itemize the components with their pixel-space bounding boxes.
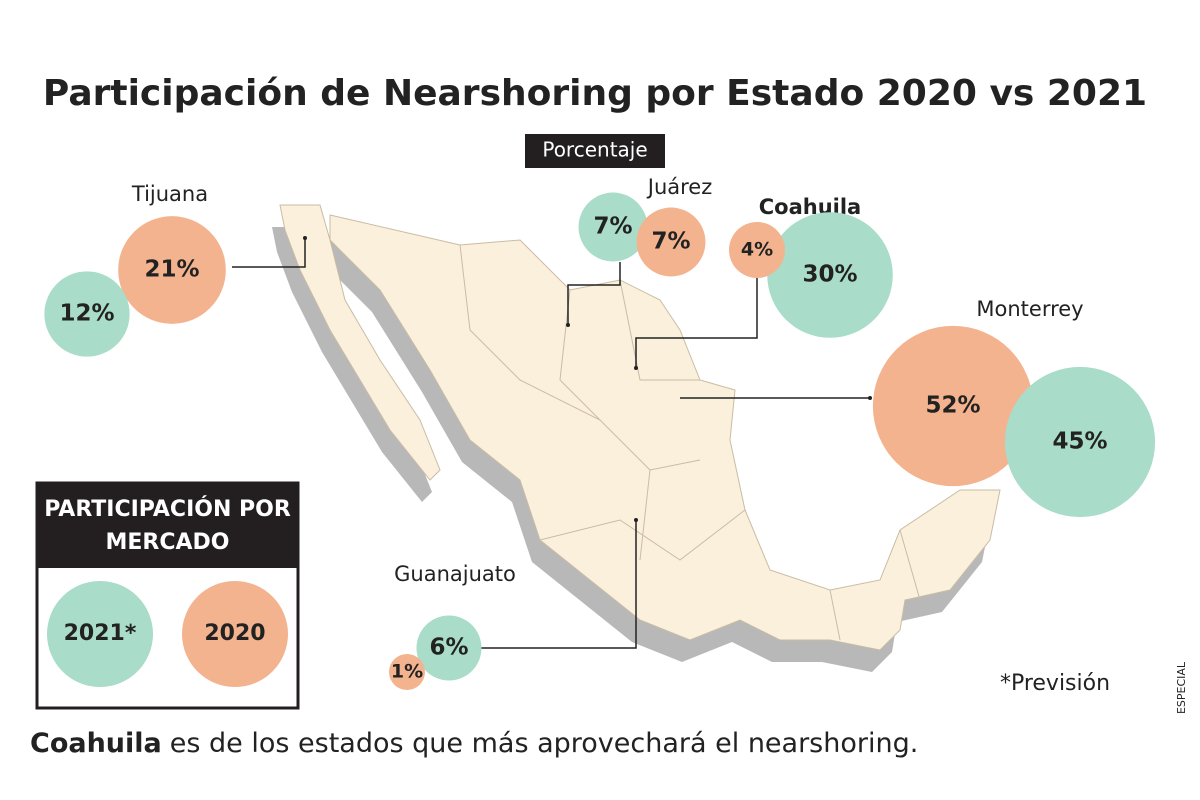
- bubble: [118, 216, 226, 324]
- bubble: [578, 192, 648, 262]
- bubble: [872, 325, 1034, 487]
- value-label: 6%: [429, 635, 468, 661]
- bubble: [1004, 366, 1156, 518]
- leader-line: [480, 520, 637, 649]
- bubble: [767, 212, 893, 338]
- chart-title: Participación de Nearshoring por Estado …: [43, 73, 1147, 114]
- city-label: Monterrey: [976, 297, 1083, 321]
- bubble: [416, 615, 482, 681]
- legend-swatch: [182, 581, 288, 687]
- value-label: 21%: [144, 257, 199, 283]
- value-label: 52%: [925, 393, 980, 419]
- city-label: Juárez: [646, 175, 713, 199]
- value-label: 7%: [593, 214, 632, 240]
- value-label: 12%: [59, 301, 114, 327]
- value-label: 7%: [651, 229, 690, 255]
- leader-line: [567, 262, 621, 325]
- anchor-dot: [634, 518, 638, 522]
- value-label: 4%: [741, 239, 773, 261]
- anchor-dot: [868, 396, 872, 400]
- city-label: Tijuana: [131, 182, 208, 206]
- value-label: 30%: [802, 262, 857, 288]
- bubble: [729, 222, 785, 278]
- map: [279, 204, 1001, 651]
- value-label: 1%: [391, 661, 423, 683]
- caption: Coahuila es de los estados que más aprove…: [30, 728, 918, 759]
- legend-title: PARTICIPACIÓN POR MERCADO: [37, 483, 298, 568]
- bubble: [636, 207, 706, 277]
- bubble: [389, 654, 425, 690]
- caption-text: es de los estados que más aprovechará el…: [169, 728, 919, 759]
- legend-swatch: [47, 581, 153, 687]
- city-label: Guanajuato: [394, 562, 516, 586]
- leader-line: [232, 238, 306, 268]
- value-label: 45%: [1052, 429, 1107, 455]
- legend-label: 2020: [204, 621, 265, 646]
- anchor-dot: [634, 366, 638, 370]
- subtitle: Porcentaje: [542, 138, 647, 162]
- note: *Previsión: [1000, 671, 1110, 696]
- caption-bold: Coahuila: [30, 728, 162, 759]
- anchor-dot: [303, 236, 307, 240]
- bubble: [44, 271, 130, 357]
- anchor-dot: [566, 323, 570, 327]
- legend-label: 2021*: [64, 621, 137, 646]
- subtitle-bg: [525, 134, 665, 168]
- credit: ESPECIAL: [1175, 661, 1188, 714]
- leader-line: [635, 278, 758, 368]
